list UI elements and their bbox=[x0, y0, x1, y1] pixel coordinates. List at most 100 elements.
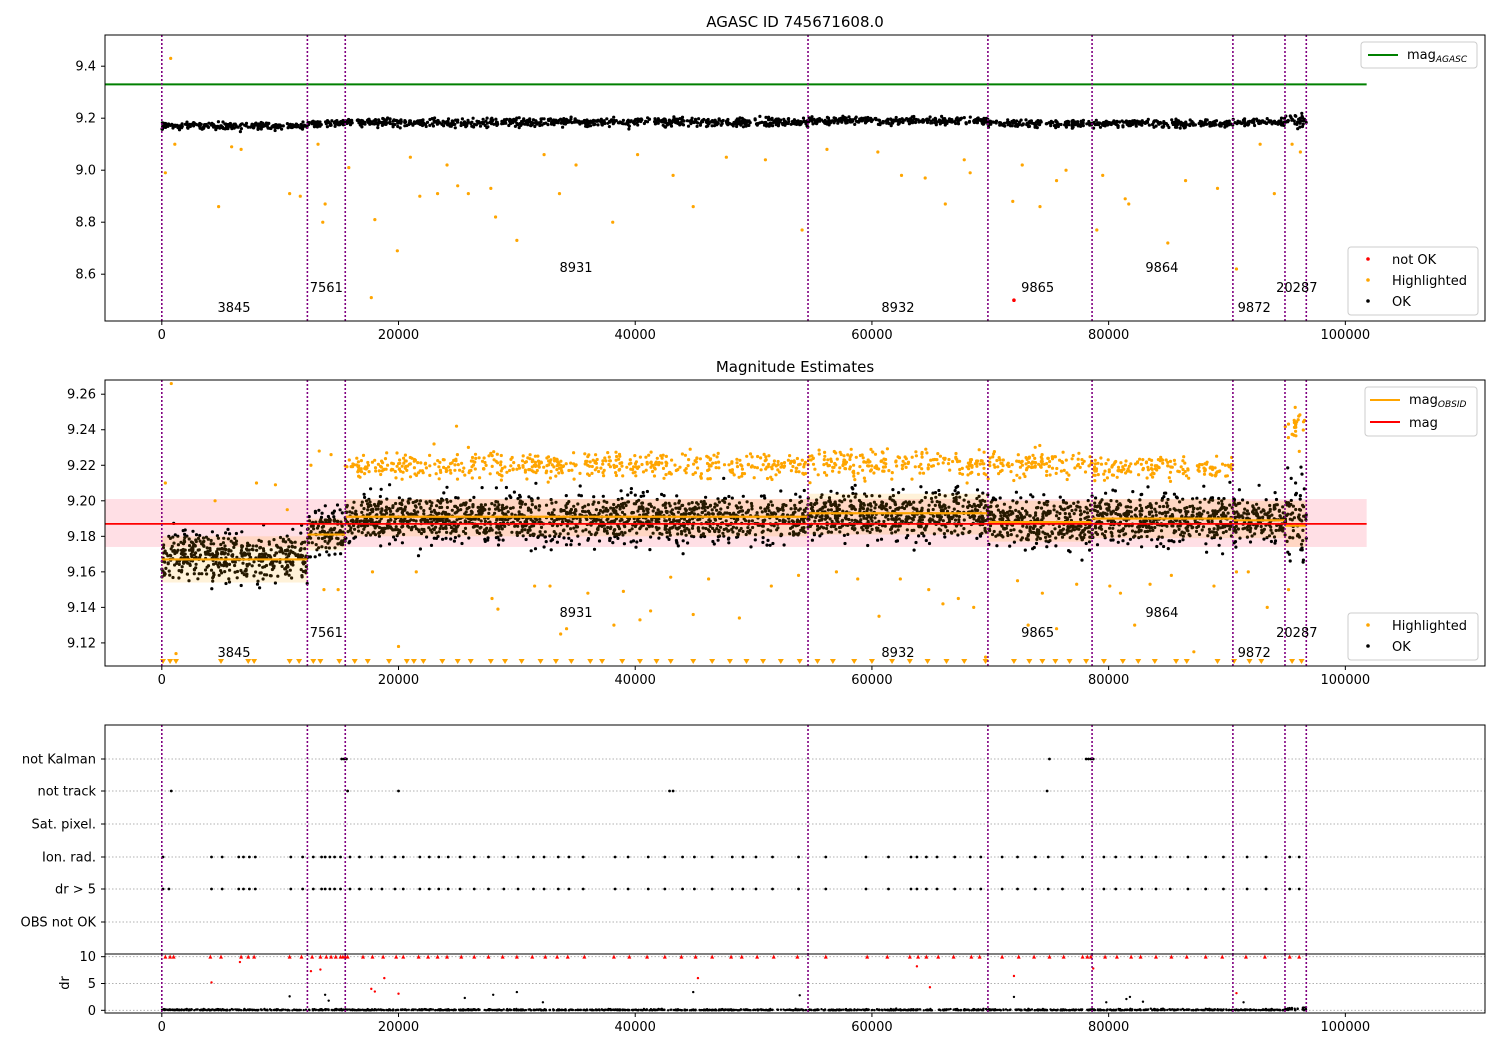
ok-point bbox=[827, 123, 831, 127]
highlighted-point bbox=[652, 474, 657, 478]
ok-point bbox=[517, 126, 521, 130]
ok-point bbox=[664, 119, 668, 123]
ok-point bbox=[168, 536, 172, 541]
ok-point bbox=[524, 537, 528, 542]
ok-point bbox=[327, 553, 331, 557]
ok-point bbox=[528, 120, 532, 124]
highlighted-point bbox=[862, 460, 866, 464]
highlighted-point bbox=[533, 454, 538, 458]
highlighted-point bbox=[1047, 464, 1051, 468]
ok-point bbox=[578, 484, 582, 488]
highlighted-point bbox=[861, 468, 865, 472]
highlighted-point bbox=[359, 467, 363, 471]
ok-point bbox=[283, 567, 287, 571]
ok-point bbox=[209, 542, 213, 546]
highlighted-point bbox=[539, 461, 544, 465]
ok-point bbox=[227, 548, 231, 552]
ok-point bbox=[766, 118, 771, 122]
ok-point bbox=[738, 121, 743, 125]
ok-point bbox=[1017, 122, 1021, 126]
ok-point bbox=[204, 552, 208, 556]
highlighted-point bbox=[1187, 476, 1191, 480]
ok-point bbox=[823, 118, 827, 122]
highlighted-point bbox=[618, 467, 622, 471]
ok-point bbox=[797, 508, 801, 512]
highlighted-point bbox=[366, 460, 370, 465]
ok-point bbox=[251, 548, 255, 552]
highlighted-point bbox=[386, 463, 390, 467]
highlighted-point bbox=[1168, 479, 1173, 483]
highlighted-point bbox=[373, 458, 377, 462]
highlighted-point bbox=[838, 466, 842, 470]
ok-point bbox=[1094, 118, 1098, 122]
highlighted-point bbox=[604, 459, 608, 463]
highlighted-point bbox=[837, 470, 841, 474]
ok-point bbox=[736, 122, 740, 126]
ok-point bbox=[315, 125, 319, 129]
highlighted-point bbox=[881, 451, 885, 455]
highlighted-point bbox=[560, 471, 564, 475]
ok-point bbox=[1296, 127, 1300, 131]
highlighted-point bbox=[755, 466, 760, 470]
ok-point bbox=[768, 543, 772, 547]
ok-point bbox=[695, 124, 699, 128]
ok-point bbox=[186, 555, 190, 560]
ok-point bbox=[494, 500, 498, 504]
ok-point bbox=[429, 543, 434, 548]
ok-point bbox=[656, 121, 660, 125]
ok-point bbox=[764, 115, 768, 119]
highlighted-point bbox=[651, 463, 655, 467]
ok-point bbox=[177, 562, 181, 567]
ok-point bbox=[577, 542, 581, 546]
ok-point bbox=[676, 544, 680, 548]
highlighted-point bbox=[574, 463, 578, 467]
ok-point bbox=[227, 562, 232, 567]
ok-point bbox=[1253, 123, 1257, 128]
highlighted-point bbox=[1054, 471, 1058, 475]
ok-point bbox=[701, 526, 705, 530]
ok-point bbox=[651, 531, 655, 535]
highlighted-point bbox=[749, 465, 754, 469]
highlighted-point bbox=[542, 465, 546, 469]
highlighted-point bbox=[660, 456, 664, 460]
highlighted-point bbox=[644, 455, 648, 459]
ok-point bbox=[1272, 119, 1277, 123]
highlighted-point bbox=[982, 462, 986, 466]
ok-point bbox=[909, 117, 913, 121]
ok-point bbox=[928, 115, 932, 119]
ok-point bbox=[417, 122, 421, 126]
highlighted-point bbox=[856, 471, 860, 475]
highlighted-point bbox=[1077, 451, 1081, 455]
ok-point bbox=[1001, 122, 1005, 126]
ok-point bbox=[759, 494, 764, 498]
ok-point bbox=[208, 548, 212, 553]
highlighted-point bbox=[960, 466, 964, 470]
ok-point bbox=[216, 120, 220, 124]
highlighted-point bbox=[730, 461, 734, 465]
ok-point bbox=[206, 124, 210, 129]
highlighted-point bbox=[628, 458, 632, 462]
ok-point bbox=[825, 115, 830, 119]
ok-point bbox=[574, 119, 578, 123]
highlighted-point bbox=[359, 459, 363, 463]
highlighted-point bbox=[559, 466, 563, 470]
ok-point bbox=[645, 489, 650, 494]
highlighted-point bbox=[468, 469, 472, 473]
ok-point bbox=[209, 123, 213, 127]
ok-point bbox=[810, 118, 814, 122]
highlighted-point bbox=[866, 464, 870, 468]
highlighted-point bbox=[770, 467, 774, 471]
highlighted-point bbox=[523, 460, 527, 465]
highlighted-point bbox=[1060, 460, 1064, 464]
ok-point bbox=[949, 118, 953, 122]
ok-point bbox=[162, 121, 166, 125]
highlighted-point bbox=[998, 469, 1003, 474]
highlighted-point bbox=[782, 461, 787, 465]
highlighted-point bbox=[399, 469, 403, 473]
ok-point bbox=[326, 514, 330, 519]
ok-point bbox=[940, 114, 944, 118]
ok-point bbox=[333, 552, 337, 556]
highlighted-point bbox=[1015, 459, 1019, 463]
highlighted-point bbox=[594, 453, 598, 457]
ok-point bbox=[428, 117, 432, 122]
